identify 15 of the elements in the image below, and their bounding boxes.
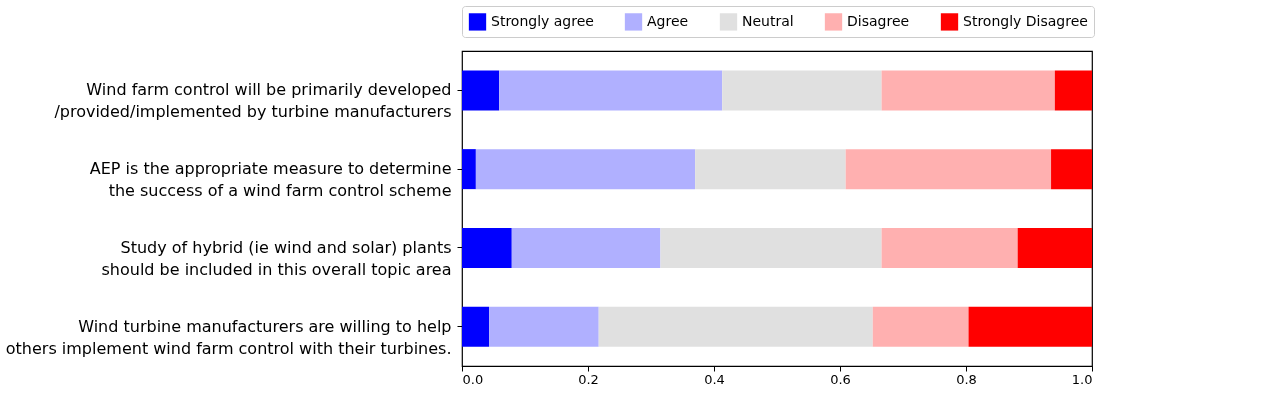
y-tick-label: AEP is the appropriate measure to determine the success of a wind farm control scheme	[89, 159, 452, 201]
y-tick-label: Wind farm control will be primarily developed /provided/implemented by turbine manufacturers	[54, 80, 452, 122]
x-tick-label: 1.0	[1071, 371, 1093, 387]
x-tick-label: 0.4	[704, 371, 725, 387]
y-tick-label: Study of hybrid (ie wind and solar) plants should be included in this overall topic area	[101, 237, 452, 279]
y-tick-label: Wind turbine manufacturers are willing to help others implement wind farm control with their turbines.	[5, 316, 452, 358]
x-tick-label: 0.2	[578, 371, 599, 387]
legend-label: Strongly agree	[491, 12, 594, 29]
legend-label: Agree	[647, 12, 689, 29]
x-tick-label: 0.0	[462, 371, 484, 387]
x-tick-label: 0.6	[830, 371, 851, 387]
legend-label: Strongly Disagree	[963, 12, 1088, 29]
legend-label: Disagree	[847, 12, 910, 29]
legend-label: Neutral	[742, 12, 794, 29]
x-tick-label: 0.8	[956, 371, 977, 387]
